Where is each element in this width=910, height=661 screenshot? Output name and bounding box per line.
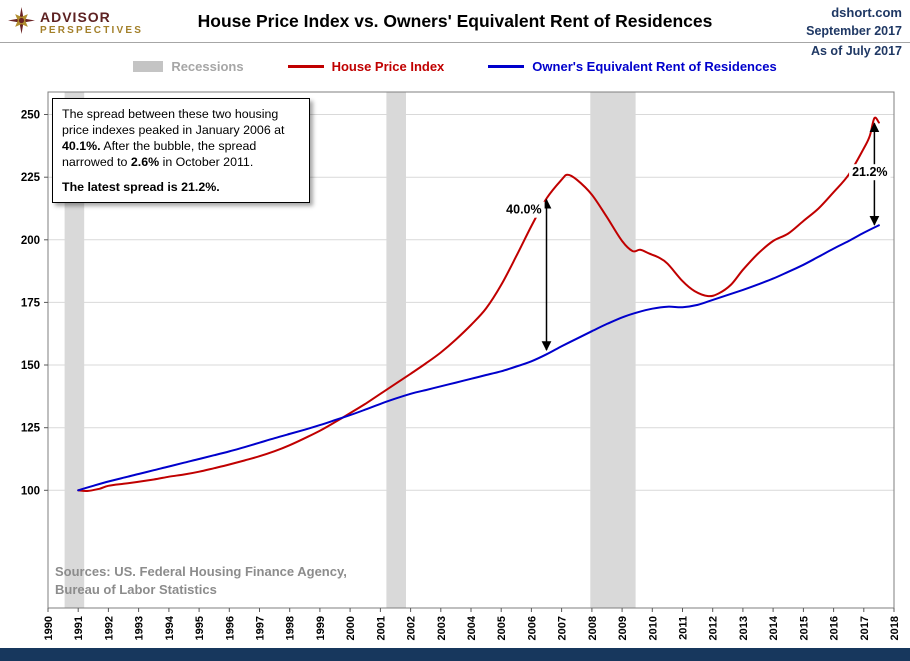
x-axis-label: 2006 <box>526 616 538 640</box>
x-axis-label: 2000 <box>345 616 357 640</box>
annotation-text-segment: After the bubble, the spread narrowed to <box>62 139 257 170</box>
series-line-house-price-index <box>77 116 880 493</box>
x-axis-label: 1991 <box>73 616 85 640</box>
site-name: dshort.com <box>831 5 902 20</box>
oer-line-swatch <box>488 64 525 68</box>
svg-text:40.0%: 40.0% <box>506 203 541 217</box>
x-axis-label: 2014 <box>768 615 780 640</box>
sources-note: Sources: US. Federal Housing Finance Age… <box>55 563 347 598</box>
svg-text:21.2%: 21.2% <box>852 165 887 179</box>
legend-label-hpi: House Price Index <box>331 58 445 74</box>
sources-line1: Sources: US. Federal Housing Finance Age… <box>55 564 347 579</box>
x-axis-label: 2011 <box>678 616 690 640</box>
x-axis-label: 1997 <box>255 616 267 640</box>
y-axis-label: 250 <box>21 110 40 122</box>
spread-label: 21.2% <box>849 164 891 181</box>
x-axis-label: 1998 <box>285 616 297 640</box>
x-axis-label: 1996 <box>224 616 236 640</box>
annotation-text-segment: 40.1%. <box>62 139 101 154</box>
recession-band <box>64 92 85 608</box>
legend-label-recessions: Recessions <box>171 58 244 74</box>
compass-rose-icon <box>8 7 35 39</box>
y-axis-label: 225 <box>21 172 41 184</box>
legend-label-oer: Owner's Equivalent Rent of Residences <box>532 58 777 74</box>
y-axis-label: 125 <box>21 423 41 435</box>
x-axis-label: 1992 <box>103 616 115 640</box>
chart-legend: Recessions House Price Index Owner's Equ… <box>0 54 910 78</box>
logo-line1: ADVISOR <box>40 8 111 25</box>
x-axis-label: 2003 <box>436 616 448 640</box>
bottom-bar <box>0 648 910 661</box>
annotation-text-segment: 2.6% <box>130 155 160 170</box>
x-axis-label: 2013 <box>738 616 750 640</box>
spread-label: 40.0% <box>503 201 545 218</box>
advisor-perspectives-logo: ADVISOR PERSPECTIVES <box>8 7 143 39</box>
x-axis-label: 1999 <box>315 616 327 640</box>
annotation-text-segment: The spread between these two housing pri… <box>62 107 285 138</box>
annotation-box-text: The spread between these two housing pri… <box>62 106 300 171</box>
x-axis-label: 2008 <box>587 616 599 640</box>
y-axis-label: 150 <box>21 360 40 372</box>
x-axis-label: 2017 <box>859 616 871 640</box>
x-axis-label: 2002 <box>406 616 418 640</box>
x-axis-label: 2018 <box>889 616 901 640</box>
recession-band <box>386 92 406 608</box>
annotation-box-latest-spread: The latest spread is 21.2%. <box>62 179 220 194</box>
annotation-box: The spread between these two housing pri… <box>52 98 310 203</box>
header-divider <box>0 42 910 43</box>
legend-item-owners-equivalent-rent: Owner's Equivalent Rent of Residences <box>488 58 777 74</box>
x-axis-label: 2009 <box>617 616 629 640</box>
x-axis-label: 1995 <box>194 616 206 640</box>
logo-text: ADVISOR PERSPECTIVES <box>40 8 144 37</box>
as-of-date: As of July 2017 <box>810 44 902 58</box>
recession-band <box>590 92 636 608</box>
x-axis-label: 1990 <box>43 616 55 640</box>
hpi-line-swatch <box>287 64 324 68</box>
legend-item-recessions: Recessions <box>133 58 244 74</box>
x-axis-label: 2012 <box>708 616 720 640</box>
x-axis-label: 2004 <box>466 615 478 640</box>
x-axis-label: 2010 <box>647 616 659 640</box>
header-right-block: dshort.com September 2017 As of July 201… <box>806 5 902 64</box>
x-axis-label: 2001 <box>375 616 387 640</box>
sources-line2: Bureau of Labor Statistics <box>55 581 217 597</box>
annotation-text-segment: in October 2011. <box>159 155 254 170</box>
x-axis-label: 2015 <box>798 616 810 640</box>
x-axis-label: 2016 <box>829 616 841 640</box>
publication-month: September 2017 <box>806 24 902 38</box>
y-axis-label: 100 <box>21 485 40 497</box>
x-axis-label: 2005 <box>496 616 508 640</box>
logo-line2: PERSPECTIVES <box>40 25 144 37</box>
x-axis-label: 1993 <box>134 616 146 640</box>
x-axis-label: 1994 <box>164 615 176 640</box>
recessions-swatch <box>133 60 164 72</box>
series-line-owners-equivalent-rent <box>77 224 880 492</box>
page-title: House Price Index vs. Owners' Equivalent… <box>197 11 713 31</box>
legend-item-house-price-index: House Price Index <box>287 58 445 74</box>
y-axis-label: 200 <box>21 235 40 247</box>
x-axis-label: 2007 <box>557 616 569 640</box>
y-axis-label: 175 <box>21 297 41 309</box>
